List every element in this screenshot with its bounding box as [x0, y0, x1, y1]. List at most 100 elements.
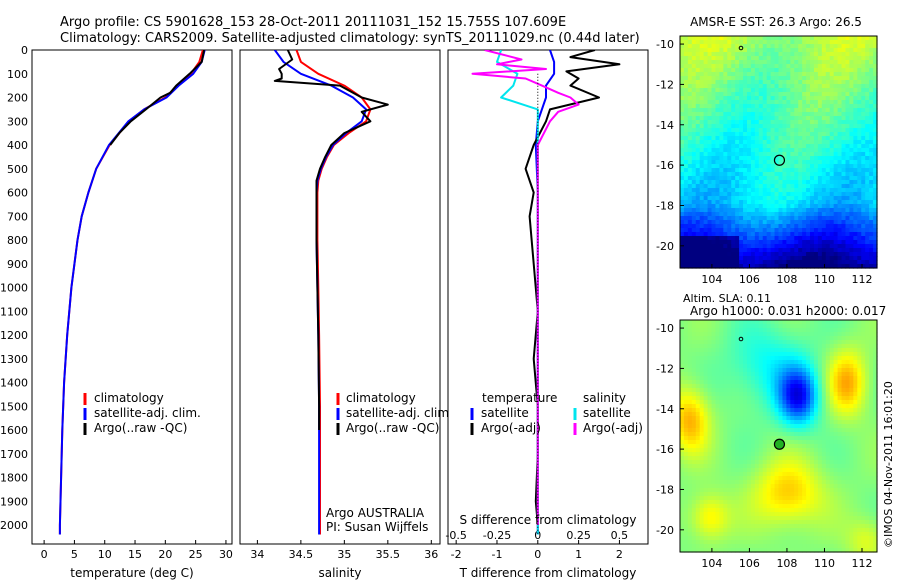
map-cell: [825, 72, 831, 77]
map-cell: [786, 168, 791, 173]
map-cell: [833, 384, 839, 389]
map-cell: [691, 444, 697, 449]
map-cell: [735, 64, 740, 69]
map-cell: [695, 36, 701, 41]
map-cell: [790, 172, 795, 177]
map-cell: [821, 184, 827, 189]
map-cell: [837, 260, 843, 265]
map-cell: [766, 132, 772, 137]
map-cell: [802, 184, 807, 189]
map-cell: [727, 192, 732, 197]
map-cell: [703, 192, 709, 197]
map-cell: [790, 420, 795, 425]
map-cell: [743, 432, 748, 437]
map-cell: [703, 436, 709, 441]
map-cell: [810, 356, 815, 361]
map-cell: [703, 52, 709, 57]
map-cell: [727, 396, 732, 401]
map-cell: [778, 364, 784, 369]
map-cell: [691, 88, 697, 93]
map-cell: [746, 372, 752, 377]
map-cell: [857, 256, 862, 261]
map-cell: [731, 176, 736, 181]
map-cell: [817, 92, 823, 97]
map-cell: [861, 424, 866, 429]
map-cell: [825, 452, 831, 457]
map-cell: [865, 76, 870, 81]
map-cell: [731, 144, 736, 149]
map-cell: [687, 212, 693, 217]
map-cell: [821, 256, 827, 261]
map-cell: [762, 244, 768, 249]
map-cell: [727, 256, 732, 261]
map-cell: [861, 260, 866, 265]
map-cell: [770, 364, 776, 369]
map-cell: [821, 404, 827, 409]
map-cell: [802, 140, 807, 145]
map-cell: [849, 380, 854, 385]
map-cell: [691, 196, 697, 201]
map-cell: [719, 192, 724, 197]
map-cell: [837, 76, 843, 81]
map-cell: [869, 40, 874, 45]
map-cell: [810, 80, 815, 85]
map-cell: [798, 400, 803, 405]
map-cell: [833, 132, 839, 137]
map-cell: [817, 248, 823, 253]
map-cell: [683, 412, 689, 417]
map-cell: [699, 108, 705, 113]
map-cell: [746, 424, 752, 429]
map-cell: [711, 396, 717, 401]
map-cell: [774, 328, 780, 333]
map-cell: [715, 56, 720, 61]
map-cell: [794, 384, 799, 389]
map-cell: [790, 328, 795, 333]
map-cell: [723, 80, 728, 85]
map-cell: [762, 148, 768, 153]
map-cell: [865, 216, 870, 221]
map-cell: [782, 436, 787, 441]
map-cell: [802, 388, 807, 393]
map-cell: [857, 320, 862, 325]
map-cell: [687, 404, 693, 409]
map-cell: [865, 104, 870, 109]
map-cell: [869, 60, 874, 65]
map-cell: [758, 344, 764, 349]
map-cell: [786, 376, 791, 381]
map-cell: [790, 352, 795, 357]
map-cell: [873, 72, 878, 77]
map-cell: [802, 224, 807, 229]
map-cell: [849, 100, 854, 105]
map-cell: [845, 256, 851, 261]
map-cell: [727, 224, 732, 229]
map-cell: [817, 324, 823, 329]
map-cell: [699, 228, 705, 233]
map-cell: [829, 216, 835, 221]
map-cell: [739, 328, 744, 333]
map-cell: [857, 332, 862, 337]
map-cell: [731, 264, 736, 269]
map-cell: [711, 448, 717, 453]
map-cell: [849, 124, 854, 129]
map-cell: [861, 356, 866, 361]
map-cell: [683, 340, 689, 345]
map-cell: [817, 52, 823, 57]
map-cell: [782, 56, 787, 61]
map-cell: [786, 112, 791, 117]
map-cell: [754, 384, 760, 389]
map-cell: [873, 208, 878, 213]
map-cell: [743, 232, 748, 237]
map-cell: [707, 92, 713, 97]
map-cell: [683, 216, 689, 221]
map-cell: [778, 184, 784, 189]
map-cell: [680, 204, 685, 209]
depth-tick-label: 1900: [0, 495, 28, 508]
map-cell: [735, 60, 740, 65]
map-cell: [711, 440, 717, 445]
map-cell: [825, 56, 831, 61]
map-cell: [699, 124, 705, 129]
map-cell: [707, 168, 713, 173]
map-cell: [833, 100, 839, 105]
map-cell: [739, 36, 744, 41]
map-cell: [699, 348, 705, 353]
